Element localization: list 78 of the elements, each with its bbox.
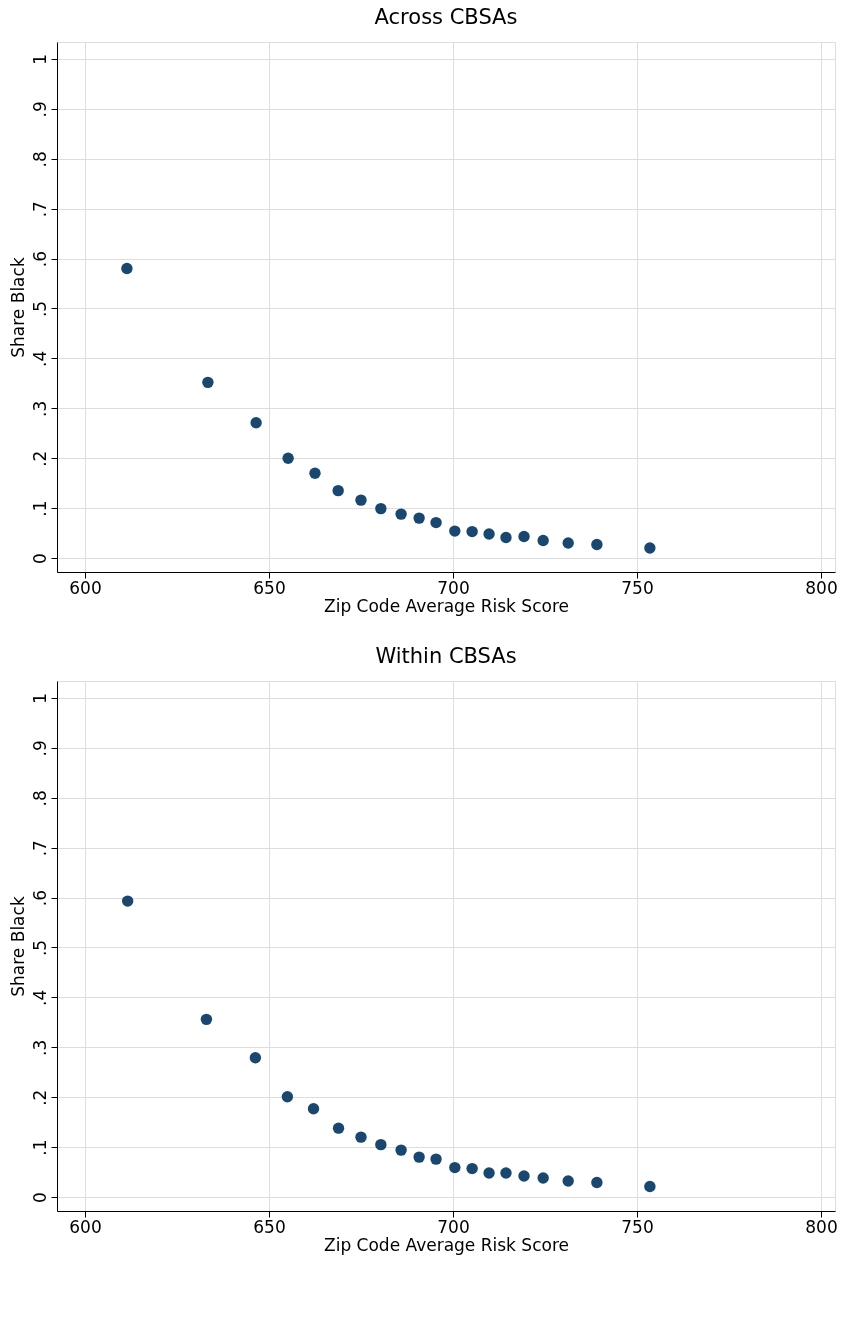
point xyxy=(309,467,321,479)
y-tick-label: .8 xyxy=(29,151,50,168)
point xyxy=(202,376,214,389)
y-tick-label: .9 xyxy=(29,101,50,118)
point xyxy=(644,1180,656,1193)
point xyxy=(644,542,656,554)
y-tick-label: .5 xyxy=(29,300,50,318)
point xyxy=(500,531,512,544)
y-tick-label: .1 xyxy=(29,1139,50,1156)
y-tick-label: 0 xyxy=(29,1192,50,1203)
point xyxy=(413,1151,425,1163)
point xyxy=(518,1170,530,1182)
point xyxy=(332,1122,345,1134)
point xyxy=(430,516,442,529)
point xyxy=(282,452,294,464)
point xyxy=(413,512,425,524)
y-tick-label: .6 xyxy=(29,250,50,268)
y-tick-label: .7 xyxy=(29,201,50,218)
y-axis-title: Share Black xyxy=(7,257,28,358)
x-tick-label: 650 xyxy=(253,1216,286,1237)
point xyxy=(562,1175,574,1187)
y-tick-label: .7 xyxy=(29,840,50,857)
x-tick-label: 750 xyxy=(621,1216,654,1237)
point xyxy=(307,1103,320,1115)
y-tick-label: 1 xyxy=(29,54,50,65)
x-tick-label: 750 xyxy=(621,577,654,598)
y-tick-label: .2 xyxy=(29,450,50,467)
x-tick-label: 700 xyxy=(437,1216,470,1237)
point xyxy=(332,484,344,497)
y-axis-title: Share Black xyxy=(7,896,28,997)
point xyxy=(355,1131,367,1143)
point xyxy=(281,1091,294,1103)
y-tick-label: 0 xyxy=(29,553,50,564)
y-tick-label: .2 xyxy=(29,1089,50,1106)
point xyxy=(500,1167,512,1179)
y-tick-label: .3 xyxy=(29,1039,50,1056)
point xyxy=(449,525,461,537)
x-tick-label: 800 xyxy=(805,1216,838,1237)
chart-title: Across CBSAs xyxy=(374,5,518,29)
point xyxy=(249,1052,262,1064)
point xyxy=(537,534,549,547)
point xyxy=(121,895,134,907)
point xyxy=(121,262,133,275)
point xyxy=(591,538,603,551)
y-tick-label: .1 xyxy=(29,500,50,517)
point xyxy=(466,525,478,538)
point xyxy=(518,530,530,543)
point xyxy=(375,502,387,515)
x-tick-label: 800 xyxy=(805,577,838,598)
point xyxy=(483,528,495,540)
chart-title: Within CBSAs xyxy=(375,644,517,668)
y-tick-label: 1 xyxy=(29,693,50,704)
point xyxy=(395,508,407,520)
y-tick-label: .4 xyxy=(29,350,50,368)
point xyxy=(250,417,262,429)
point xyxy=(395,1144,407,1156)
y-tick-label: .3 xyxy=(29,400,50,417)
y-tick-label: .9 xyxy=(29,740,50,757)
x-axis-title: Zip Code Average Risk Score xyxy=(324,1234,569,1255)
point xyxy=(483,1167,495,1179)
point xyxy=(591,1176,603,1189)
x-tick-label: 600 xyxy=(69,1216,102,1237)
x-tick-label: 700 xyxy=(437,577,470,598)
point xyxy=(449,1161,461,1174)
x-axis-title: Zip Code Average Risk Score xyxy=(324,595,569,616)
point xyxy=(355,494,367,506)
y-tick-label: .4 xyxy=(29,989,50,1007)
y-tick-label: .6 xyxy=(29,889,50,907)
point xyxy=(562,537,574,549)
point xyxy=(200,1013,213,1026)
point xyxy=(537,1172,549,1184)
y-tick-label: .5 xyxy=(29,939,50,957)
x-tick-label: 600 xyxy=(69,577,102,598)
point xyxy=(375,1138,387,1151)
x-tick-label: 650 xyxy=(253,577,286,598)
point xyxy=(466,1162,478,1175)
point xyxy=(430,1153,442,1165)
y-tick-label: .8 xyxy=(29,790,50,807)
